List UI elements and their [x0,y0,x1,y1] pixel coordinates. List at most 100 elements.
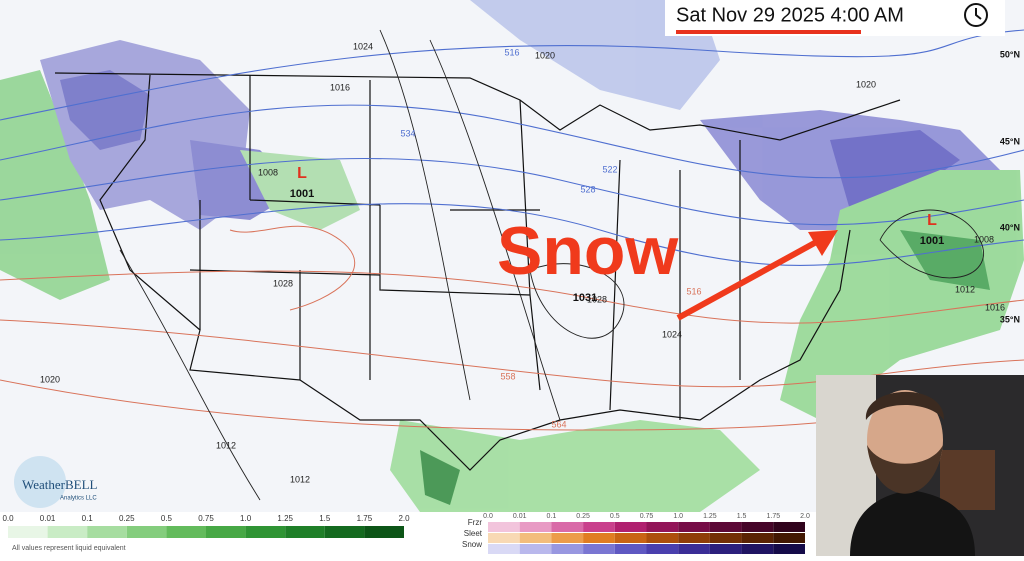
contour [0,203,1024,266]
ptype-tick: 0.1 [547,513,557,520]
contour-label: 564 [551,419,566,429]
contour [0,104,1024,179]
contour [0,157,1024,226]
rain-swatch [47,526,88,538]
rain-tick: 0.75 [198,514,214,523]
contour [0,29,1024,121]
contour-label: 558 [500,371,515,381]
contour-label: 1028 [273,278,293,288]
contour-label: 516 [686,286,701,296]
ptype-swatch [583,544,615,554]
ptype-swatch [773,544,805,554]
logo-sub: Analytics LLC [60,496,97,502]
pressure-value: 1001 [920,235,944,247]
isobar [879,209,984,279]
precip-areas [0,0,1024,512]
ptype-swatch [741,533,774,543]
contour-label: 1008 [258,167,278,177]
low-symbol: L [297,165,307,182]
contour-label: 1016 [985,302,1005,312]
rain-swatch [126,526,167,538]
rain-area [240,150,360,230]
rain-swatch [87,526,127,538]
contour-label: 1012 [290,474,310,484]
ptype-swatch [519,544,552,554]
ptype-swatch [488,533,520,543]
shirt [850,490,975,556]
latitude-label: 35°N [1000,314,1020,324]
ptype-swatch [709,522,742,532]
beard [867,445,943,494]
contour-label: 522 [602,164,617,174]
rain-area [420,450,460,505]
contour-label: 1028 [587,294,607,304]
rain-swatch [8,526,48,538]
rain-tick: 1.75 [357,514,373,523]
rain-swatch [324,526,365,538]
ptype-tick: 0.01 [513,513,527,520]
ptype-swatch [646,522,679,532]
contour-label: 1012 [955,284,975,294]
isobars [119,29,984,501]
ptype-swatch [614,533,647,543]
snow-area [470,0,720,110]
logo-name: WeatherBELL [22,477,98,492]
ptype-swatch [678,533,710,543]
contour-label: 1020 [40,374,60,384]
arrow-head [808,230,838,256]
ptype-swatch [551,544,584,554]
snow-area [60,70,150,150]
ptype-swatch [614,522,647,532]
ptype-swatch [646,544,679,554]
contour-label: 1024 [662,329,682,339]
ptype-swatch [551,522,584,532]
ptype-swatch [551,533,584,543]
contour [0,319,1024,388]
rain-tick: 2.0 [398,514,410,523]
rain-swatch [206,526,246,538]
ptype-tick: 0.0 [483,513,493,520]
timestamp: Sat Nov 29 2025 4:00 AM [676,4,904,26]
snow-annotation: Snow [497,213,679,289]
latitude-label: 45°N [1000,136,1020,146]
ptype-swatch [519,533,552,543]
rain-area [780,170,1024,420]
rain-swatch [285,526,325,538]
rain-tick: 0.01 [40,514,56,523]
ptype-tick: 0.25 [576,513,590,520]
contour-label: 1008 [974,234,994,244]
rain-tick: 1.5 [319,514,331,523]
ptype-swatch [646,533,679,543]
ptype-tick: 1.5 [737,513,747,520]
rain-tick: 1.0 [240,514,252,523]
ptype-tick: 1.75 [766,513,780,520]
rain-area [390,420,760,512]
contour [0,270,1024,324]
pressure-value: 1001 [290,188,314,200]
ptype-swatch [614,544,647,554]
ptype-swatch [488,522,520,532]
webcam [816,375,1024,556]
contour [229,225,356,311]
clock-hands [975,8,982,20]
bookshelf [940,450,995,510]
contour-label: 516 [504,47,519,57]
ptype-swatch [741,544,774,554]
ptype-tick: 1.0 [673,513,683,520]
ptype-swatch [741,522,774,532]
underline [676,30,861,34]
rain-note: All values represent liquid equivalent [12,545,126,552]
height-contours [0,29,1024,266]
contour-label: 1016 [330,82,350,92]
ptype-swatch [488,544,520,554]
clock-icon [964,3,988,27]
contour-label: 1020 [535,50,555,60]
isobar [529,263,625,339]
isobar [379,29,471,401]
border [54,72,901,141]
latitude-label: 50°N [1000,49,1020,59]
contour-label: 1020 [856,79,876,89]
contour-label: 534 [400,128,415,138]
